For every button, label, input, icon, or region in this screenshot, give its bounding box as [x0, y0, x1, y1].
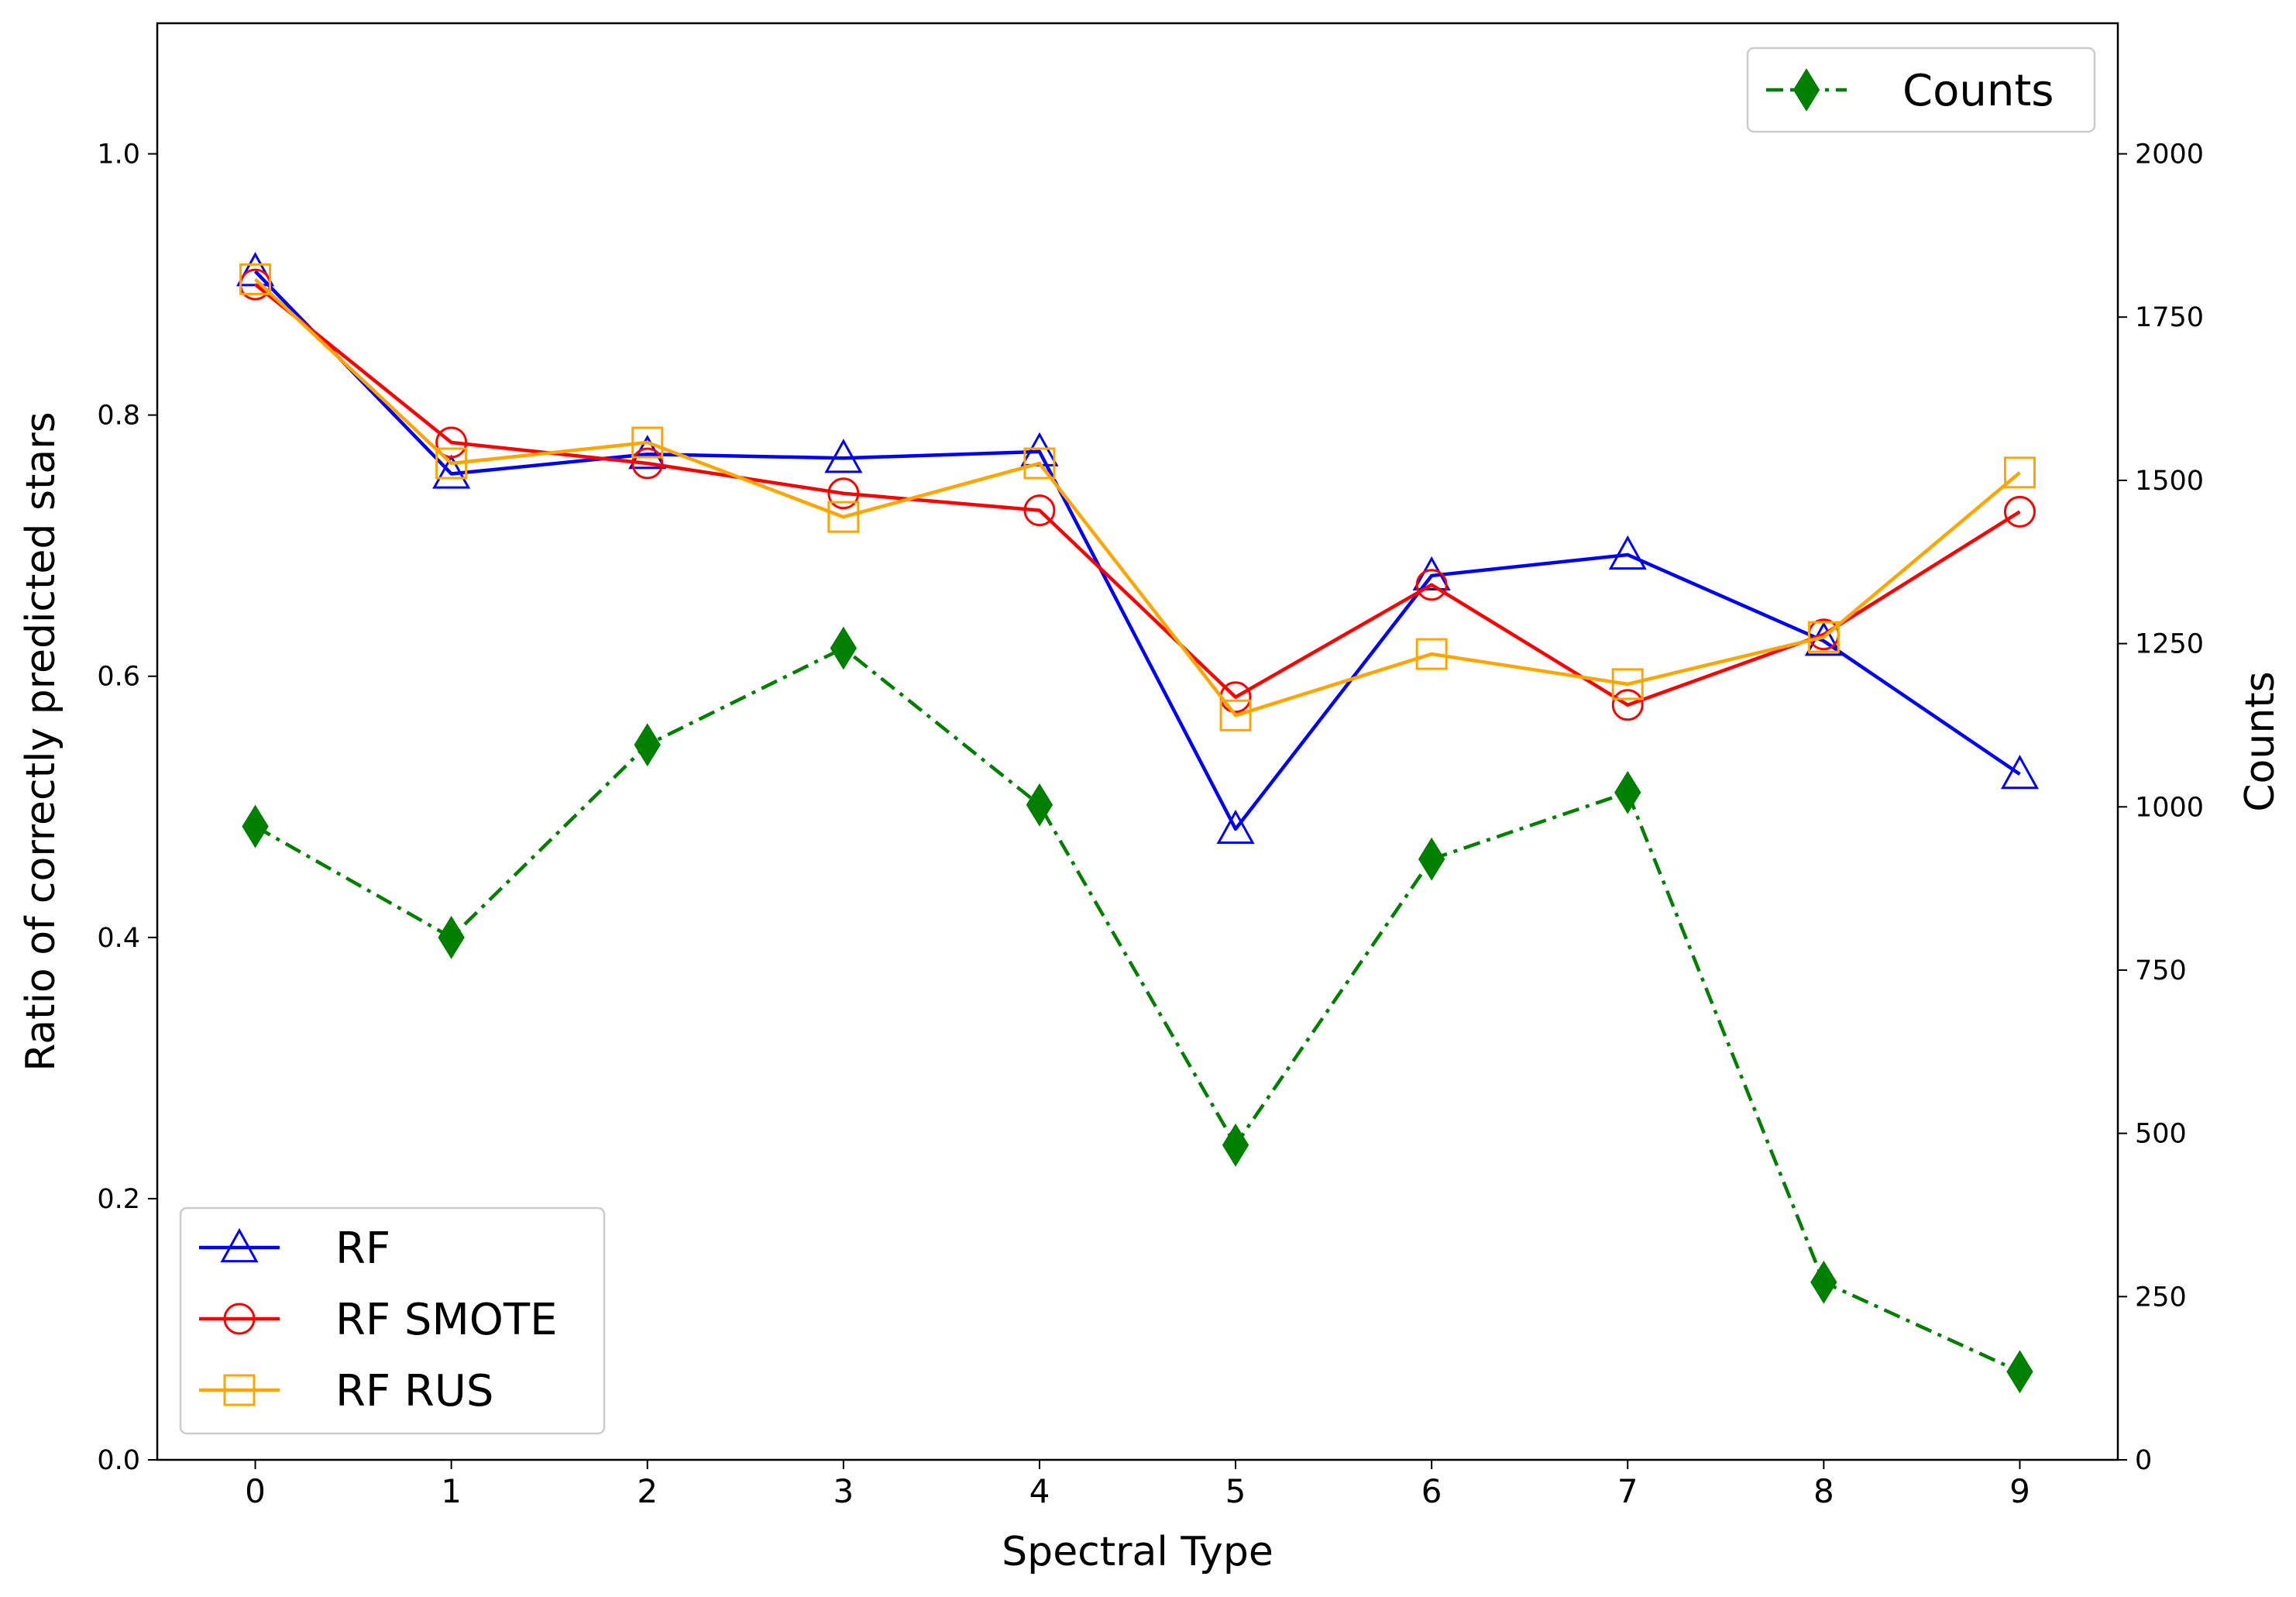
y-axis-title: Ratio of correctly predicted stars	[18, 411, 64, 1072]
data-point-rf-rus	[2003, 456, 2036, 489]
series-line-rf	[253, 270, 2021, 831]
legend-marker-counts	[1792, 68, 1820, 112]
y2-tick-label: 250	[2135, 1282, 2187, 1313]
data-point-counts	[830, 626, 858, 670]
legend-marker-rf-smote	[223, 1303, 256, 1335]
data-point-rf-rus	[1611, 668, 1644, 700]
data-point-counts	[1222, 1123, 1249, 1167]
data-point-counts	[634, 723, 661, 767]
legend-box	[179, 1206, 606, 1435]
x-axis-title: Spectral Type	[1002, 1529, 1273, 1575]
x-tick-label: 6	[1421, 1472, 1442, 1510]
y2-tick-label: 1250	[2135, 629, 2204, 660]
x-tick-label: 4	[1029, 1472, 1050, 1510]
legend-label-counts: Counts	[1902, 66, 2054, 116]
y2-tick-label: 2000	[2135, 139, 2204, 170]
y-tick-label: 0.0	[97, 1445, 140, 1476]
data-point-rf-rus	[1415, 638, 1448, 670]
data-point-rf	[824, 439, 863, 473]
series-counts	[242, 626, 2033, 1394]
y-tick-label: 1.0	[97, 139, 140, 170]
x-tick-label: 5	[1225, 1472, 1246, 1510]
y2-tick-label: 1750	[2135, 302, 2204, 333]
plot-area	[236, 252, 2039, 1394]
data-point-rf	[1608, 535, 1647, 570]
data-point-rf	[1216, 809, 1255, 845]
legends: RF RF SMOTE RF RUS Counts	[179, 46, 2096, 1435]
x-tick-label: 7	[1617, 1472, 1638, 1510]
legend-label-rf-smote: RF SMOTE	[335, 1295, 557, 1345]
data-point-rf-smote	[827, 477, 860, 510]
x-tick-label: 2	[637, 1472, 658, 1510]
legend-label-rf-rus: RF RUS	[335, 1366, 493, 1416]
data-point-rf-smote	[631, 447, 664, 480]
y2-axis-title: Counts	[2237, 671, 2284, 812]
data-point-counts	[438, 915, 465, 959]
data-point-counts	[1810, 1260, 1837, 1304]
data-point-rf-smote	[2003, 495, 2036, 528]
data-point-counts	[1614, 770, 1641, 814]
y2-tick-label: 750	[2135, 955, 2187, 986]
data-point-counts	[1418, 837, 1445, 881]
data-point-counts	[242, 804, 269, 848]
legend-marker-rf-rus	[223, 1374, 256, 1406]
data-point-rf	[2000, 755, 2039, 790]
x-tick-label: 8	[1813, 1472, 1834, 1510]
data-point-rf-rus	[827, 501, 860, 533]
y-tick-label: 0.6	[97, 662, 140, 693]
data-point-rf-smote	[1415, 569, 1448, 601]
data-point-rf-smote	[1023, 494, 1056, 527]
y-tick-label: 0.8	[97, 401, 140, 432]
y2-tick-label: 500	[2135, 1119, 2187, 1150]
data-point-rf-rus	[1807, 621, 1840, 653]
data-point-rf-rus	[1023, 447, 1056, 480]
y2-tick-label: 0	[2135, 1445, 2152, 1476]
y2-tick-label: 1000	[2135, 792, 2204, 823]
plot-frame	[156, 22, 2119, 1461]
x-tick-label: 1	[441, 1472, 462, 1510]
legend-upper-right: Counts	[1746, 46, 2096, 133]
x-tick-label: 3	[833, 1472, 854, 1510]
legend-box	[1746, 46, 2096, 133]
series-line-counts	[254, 646, 2021, 1374]
data-point-rf	[432, 454, 471, 489]
data-point-counts	[1026, 783, 1053, 827]
x-tick-label: 0	[245, 1472, 266, 1510]
legend-lower-left: RF RF SMOTE RF RUS	[179, 1206, 606, 1435]
data-point-rf-rus	[435, 447, 468, 480]
x-tick-label: 9	[2009, 1472, 2030, 1510]
data-point-rf-smote	[1611, 689, 1644, 721]
series-line-rf-rus	[254, 277, 2021, 718]
data-point-counts	[2006, 1350, 2033, 1394]
legend-marker-rf	[220, 1227, 259, 1263]
y-tick-label: 0.2	[97, 1184, 140, 1215]
data-point-rf-rus	[239, 263, 272, 295]
data-point-rf-smote	[435, 426, 468, 459]
series-rf-rus	[239, 263, 2036, 731]
data-point-rf-rus	[631, 426, 664, 459]
y-tick-label: 0.4	[97, 923, 140, 954]
data-point-rf-rus	[1219, 699, 1252, 731]
y2-tick-label: 1500	[2135, 466, 2204, 497]
legend-label-rf: RF	[335, 1224, 390, 1274]
axes: 0 1 2 3 4 5 6 7 8 9 0.0 0.2 0.4 0.6 0.8 1.0 0 250 500 750 10…	[97, 22, 2204, 1510]
